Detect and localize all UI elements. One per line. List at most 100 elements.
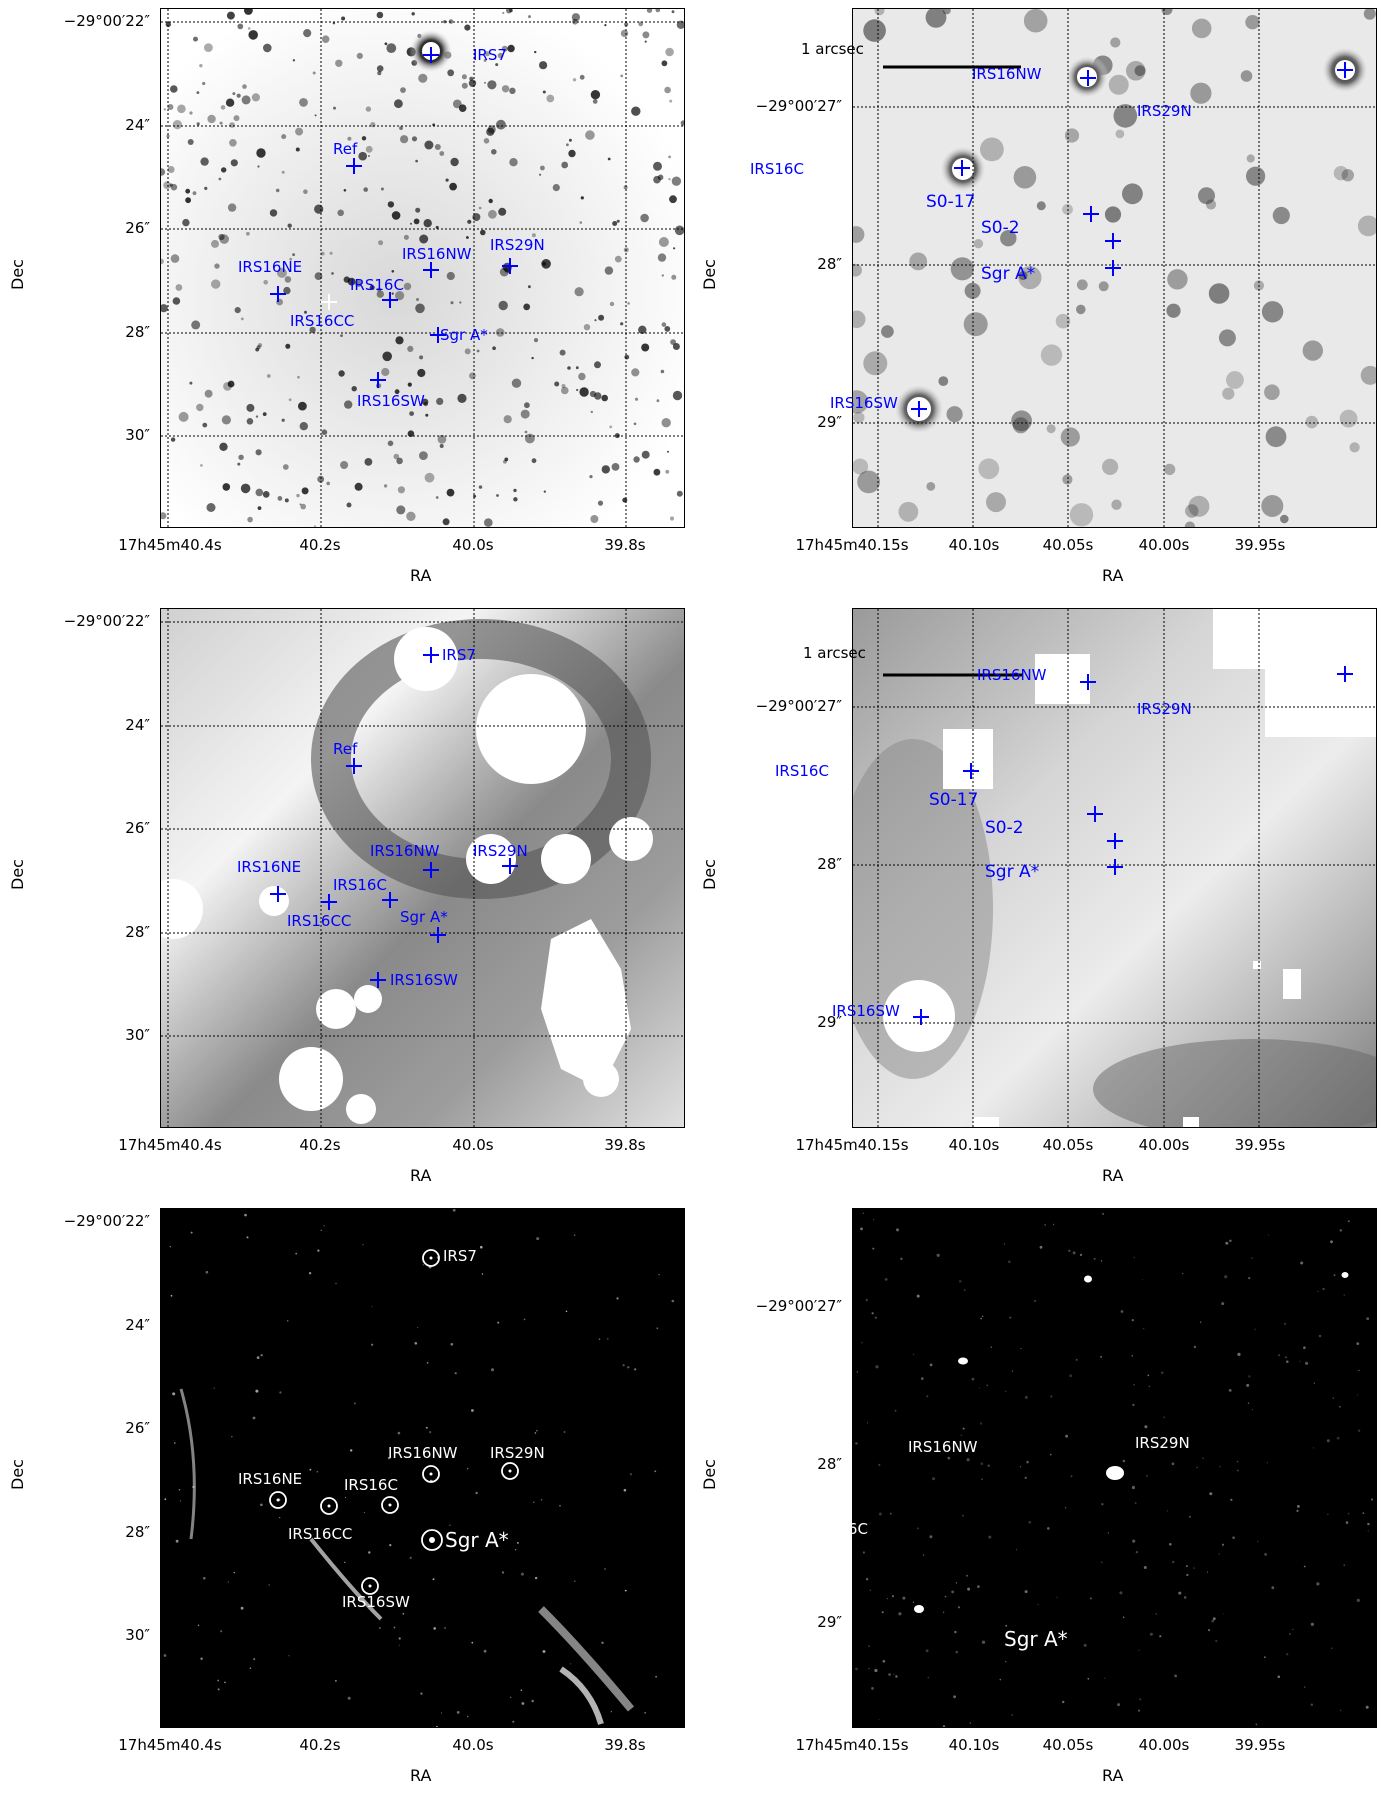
- xtick: 40.2s: [299, 1736, 341, 1754]
- ytick: −29°00′22″: [63, 12, 150, 30]
- xtick: 17h45m40.15s: [795, 1136, 909, 1154]
- xtick: 40.00s: [1138, 536, 1190, 554]
- label-irs29n: IRS29N: [473, 842, 528, 860]
- ytick: 30″: [125, 426, 150, 444]
- panel-zoom-extinction: 1 arcsec IRS16NW IRS29N IRS16C S0-17 S0-…: [692, 600, 1384, 1200]
- label-irs16ne: IRS16NE: [238, 258, 303, 276]
- label-irs16sw: IRS16SW: [762, 1782, 830, 1800]
- xtick: 17h45m40.4s: [118, 1736, 222, 1754]
- xtick: 39.8s: [604, 536, 646, 554]
- xtick: 40.05s: [1042, 1136, 1094, 1154]
- label-s017: S0-17: [926, 192, 976, 212]
- xtick: 39.95s: [1234, 536, 1286, 554]
- label-sgra: Sgr A*: [445, 1528, 509, 1552]
- label-irs16c: IRS16C: [814, 1520, 868, 1538]
- xtick: 40.2s: [299, 1136, 341, 1154]
- ytick: 28″: [125, 1523, 150, 1541]
- xtick: 40.00s: [1138, 1136, 1190, 1154]
- label-irs29n: IRS29N: [1135, 1434, 1190, 1452]
- scale-bar-label: 1 arcsec: [801, 40, 864, 58]
- label-sgra: Sgr A*: [1004, 1627, 1068, 1651]
- scale-bar-label: 1 arcsec: [803, 644, 866, 662]
- ytick: −29°00′22″: [63, 1212, 150, 1230]
- label-irs7: IRS7: [442, 646, 476, 664]
- label-irs29n: IRS29N: [490, 236, 545, 254]
- xtick: 17h45m40.4s: [118, 536, 222, 554]
- image-frame: [160, 8, 685, 528]
- y-axis-title: Dec: [700, 259, 719, 290]
- label-ref: Ref: [333, 140, 358, 158]
- xtick: 39.8s: [604, 1136, 646, 1154]
- label-s017: S0-17: [929, 790, 979, 810]
- ytick: 29″: [817, 413, 842, 431]
- ytick: 28″: [125, 323, 150, 341]
- label-irs16cc: IRS16CC: [287, 912, 352, 930]
- ytick: 30″: [125, 1026, 150, 1044]
- label-irs16sw: IRS16SW: [830, 394, 898, 412]
- label-sgra: Sgr A*: [981, 264, 1036, 284]
- ytick: −29°00′27″: [755, 97, 842, 115]
- label-irs29n: IRS29N: [1137, 102, 1192, 120]
- xtick: 17h45m40.15s: [795, 536, 909, 554]
- xtick: 39.95s: [1234, 1736, 1286, 1754]
- panel-zoom-stars: 1 arcsec IRS16NW IRS29N IRS16C S0-17 S0-…: [692, 0, 1384, 600]
- ytick: 24″: [125, 116, 150, 134]
- xtick: 40.0s: [452, 536, 494, 554]
- label-irs16cc: IRS16CC: [288, 1525, 353, 1543]
- ytick: 28″: [817, 1455, 842, 1473]
- label-ref: Ref: [333, 740, 358, 758]
- label-irs16nw: IRS16NW: [977, 666, 1047, 684]
- label-irs16c: IRS16C: [750, 160, 804, 178]
- label-irs16sw: IRS16SW: [357, 392, 425, 410]
- xtick: 40.10s: [948, 536, 1000, 554]
- image-frame: [852, 608, 1377, 1128]
- panel-wide-extinction: IRS7 Ref IRS16NE IRS16CC IRS16C IRS16NW …: [0, 600, 692, 1200]
- extinction-map-image: [161, 609, 684, 1127]
- y-axis-title: Dec: [700, 1459, 719, 1490]
- y-axis-title: Dec: [8, 859, 27, 890]
- label-sgra: Sgr A*: [985, 862, 1040, 882]
- xtick: 40.2s: [299, 536, 341, 554]
- ytick: 28″: [125, 923, 150, 941]
- ytick: −29°00′22″: [63, 612, 150, 630]
- label-irs16nw: IRS16NW: [370, 842, 440, 860]
- y-axis-title: Dec: [8, 259, 27, 290]
- image-frame: [160, 1208, 685, 1728]
- xtick: 17h45m40.15s: [795, 1736, 909, 1754]
- ytick: −29°00′27″: [755, 697, 842, 715]
- xtick: 39.95s: [1234, 1136, 1286, 1154]
- label-irs16sw: IRS16SW: [342, 1593, 410, 1611]
- x-axis-title: RA: [410, 1766, 432, 1785]
- ytick: 26″: [125, 819, 150, 837]
- label-irs16nw: IRS16NW: [402, 245, 472, 263]
- label-irs16c: IRS16C: [775, 762, 829, 780]
- image-frame: [852, 8, 1377, 528]
- ytick: 24″: [125, 716, 150, 734]
- radio-zoom-image: [853, 1209, 1376, 1727]
- label-s02: S0-2: [981, 218, 1020, 238]
- xtick: 39.8s: [604, 1736, 646, 1754]
- xtick: 40.00s: [1138, 1736, 1190, 1754]
- ytick: 26″: [125, 1419, 150, 1437]
- radio-map-image: [161, 1209, 684, 1727]
- label-irs16nw: IRS16NW: [972, 65, 1042, 83]
- y-axis-title: Dec: [8, 1459, 27, 1490]
- xtick: 40.0s: [452, 1736, 494, 1754]
- label-irs16sw: IRS16SW: [390, 971, 458, 989]
- y-axis-title: Dec: [700, 859, 719, 890]
- label-irs16c: IRS16C: [333, 876, 387, 894]
- label-irs16nw: IRS16NW: [908, 1438, 978, 1456]
- ytick: 28″: [817, 255, 842, 273]
- label-sgra: Sgr A*: [400, 908, 448, 926]
- label-s02: S0-2: [985, 818, 1024, 838]
- label-irs7: IRS7: [443, 1247, 477, 1265]
- x-axis-title: RA: [1102, 566, 1124, 585]
- xtick: 40.05s: [1042, 536, 1094, 554]
- panel-wide-radio: IRS7 IRS16NE IRS16CC IRS16C IRS16NW IRS2…: [0, 1200, 692, 1800]
- star-field-zoom-image: [853, 9, 1376, 527]
- label-irs16ne: IRS16NE: [237, 858, 302, 876]
- ytick: −29°00′27″: [755, 1297, 842, 1315]
- ytick: 26″: [125, 219, 150, 237]
- image-frame: [852, 1208, 1377, 1728]
- x-axis-title: RA: [1102, 1766, 1124, 1785]
